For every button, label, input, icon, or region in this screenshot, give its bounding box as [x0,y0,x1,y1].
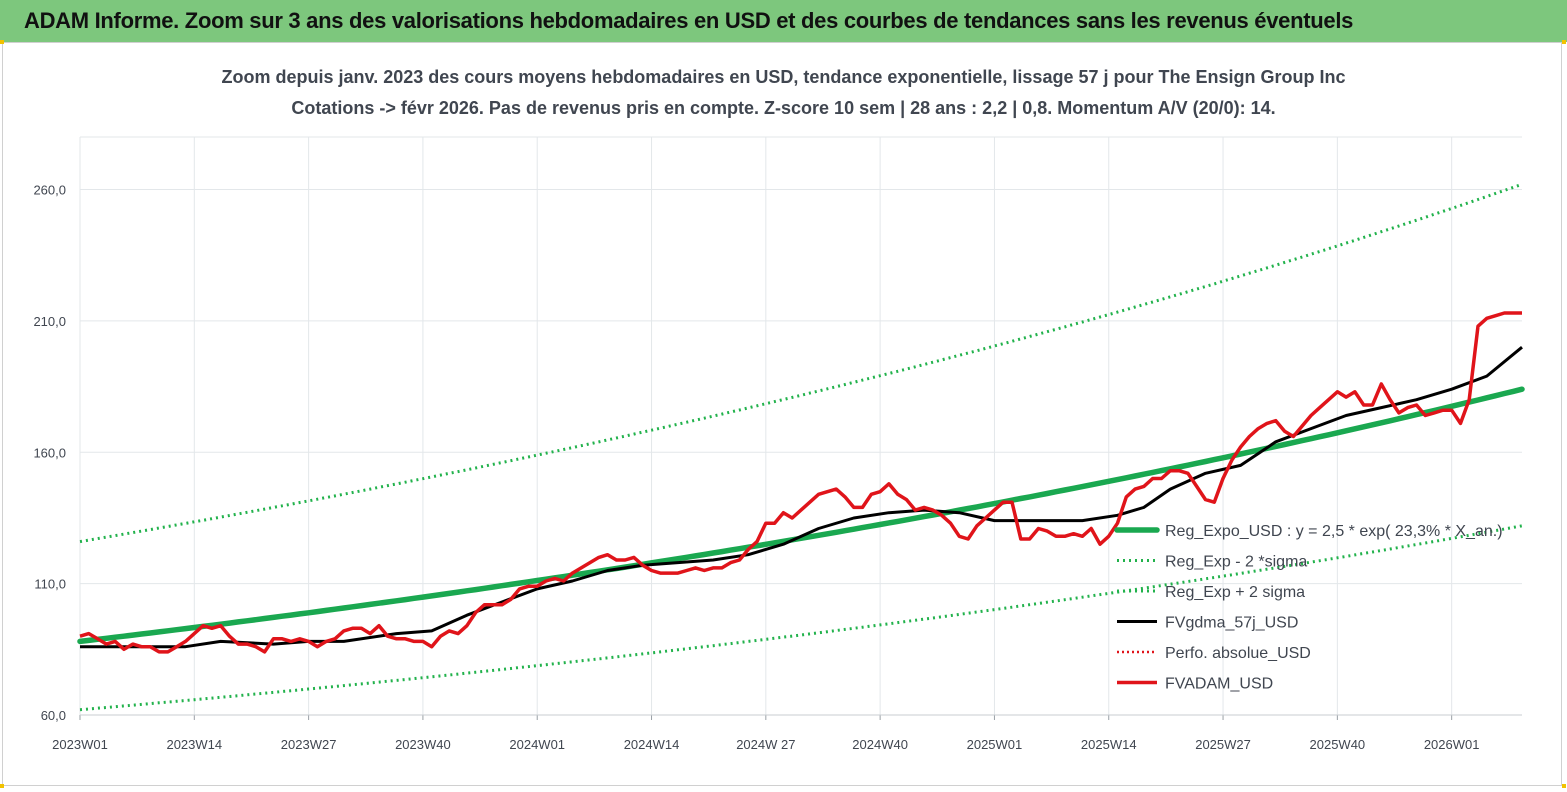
x-axis: 2023W01 2023W14 2023W27 2023W40 2024W01 2024W… [52,714,1522,752]
series-line-reg-expo-usd-y-2-5-exp-23-3-x-an [77,386,1525,645]
x-tick-label: 2026W01 [1424,737,1480,752]
x-tick-label: 2023W01 [52,737,108,752]
legend-label-perfo-absolue-usd: Perfo. absolue_USD [1165,645,1311,662]
x-tick-label: 2023W27 [281,737,337,752]
legend-label-reg-expo-usd-y-2-5-exp-23-3-x-an: Reg_Expo_USD : y = 2,5 * exp( 23,3% * X_… [1165,523,1503,540]
grid [79,136,1522,716]
series-line-fvgdma-57j-usd [80,346,1523,649]
x-tick-label: 2025W27 [1195,737,1251,752]
report-banner: ADAM Informe. Zoom sur 3 ans des valoris… [0,0,1567,42]
y-tick-label: 160,0 [33,445,66,460]
resize-handle[interactable] [1562,40,1566,44]
legend-label-reg-exp-2-sigma: Reg_Exp + 2 sigma [1165,584,1305,601]
y-tick-label: 110,0 [34,577,66,592]
series-line-reg-exp-2-sigma [79,182,1523,544]
chart-frame [2,42,1562,786]
x-tick-label: 2024W14 [624,737,680,752]
series-line-fvadam-usd [79,311,1522,654]
legend-label-fvadam-usd: FVADAM_USD [1165,676,1273,693]
resize-handle[interactable] [1562,784,1566,788]
series-line-reg-exp-2-sigma [79,524,1523,712]
x-tick-label: 2025W14 [1081,737,1137,752]
legend-label-fvgdma-57j-usd: FVgdma_57j_USD [1165,615,1298,632]
chart-title: Zoom depuis janv. 2023 des cours moyens … [221,67,1346,87]
y-tick-label: 260,0 [33,183,66,198]
series-layer [77,182,1525,712]
report-title: ADAM Informe. Zoom sur 3 ans des valoris… [24,8,1354,33]
legend-label-reg-exp-2-sigma: Reg_Exp - 2 *sigma [1165,554,1307,571]
legend: Reg_Expo_USD : y = 2,5 * exp( 23,3% * X_… [1114,523,1503,693]
x-tick-label: 2025W01 [967,737,1023,752]
x-tick-label: 2023W14 [166,737,222,752]
x-tick-label: 2025W40 [1310,737,1366,752]
resize-handle[interactable] [0,40,4,44]
y-tick-label: 210,0 [33,314,66,329]
x-tick-label: 2024W01 [509,737,565,752]
y-tick-label: 60,0 [41,708,66,723]
chart-subtitle: Cotations -> févr 2026. Pas de revenus p… [291,98,1276,118]
x-tick-label: 2024W40 [852,737,908,752]
y-axis: 60,0 110,0 160,0 210,0 260,0 [33,183,66,723]
x-tick-label: 2024W 27 [736,737,795,752]
x-tick-label: 2023W40 [395,737,451,752]
resize-handle[interactable] [0,784,4,788]
